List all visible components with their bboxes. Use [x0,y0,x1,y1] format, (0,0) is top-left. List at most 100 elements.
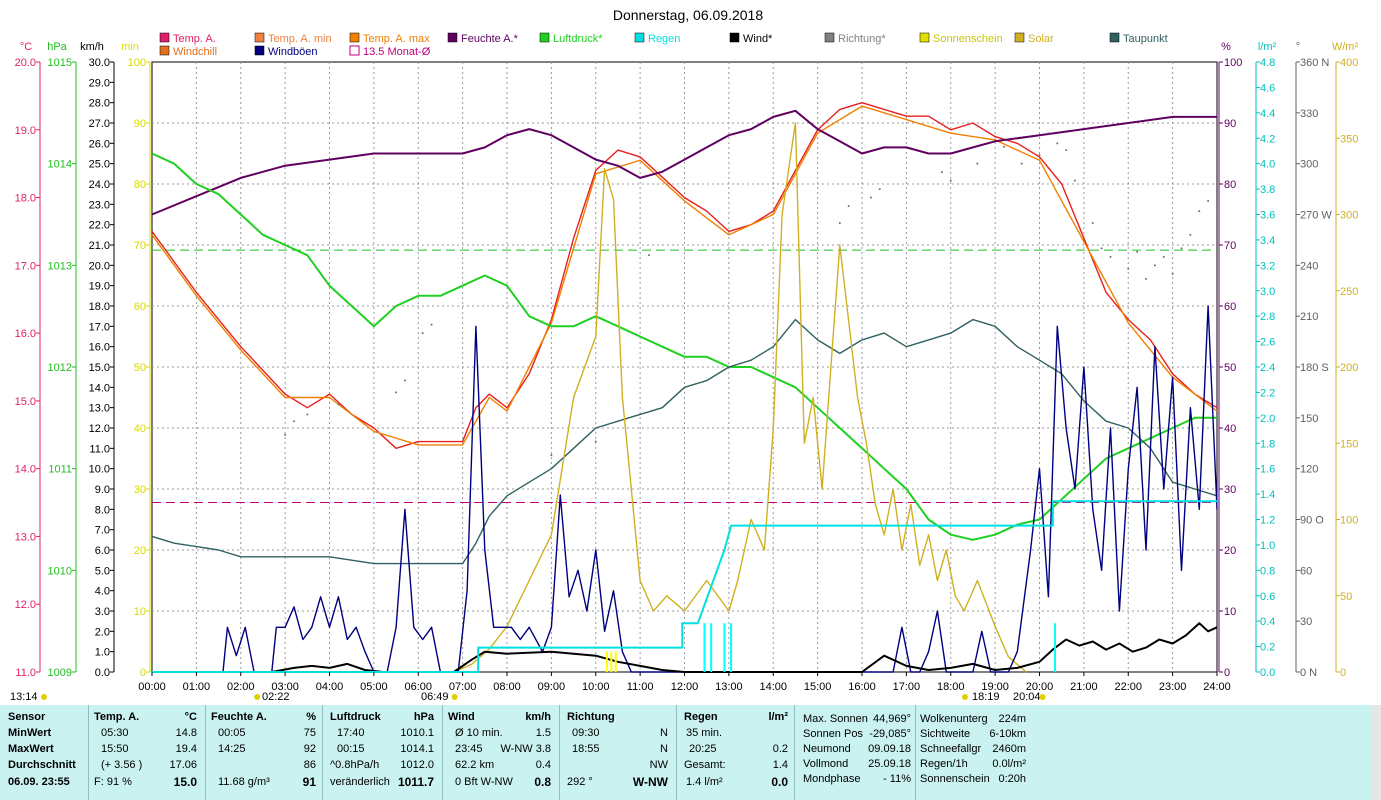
x-tick-label: 11:00 [627,681,654,693]
axis-tick-label-kmh: 29.0 [89,77,110,89]
axis-tick-label-kmh: 15.0 [89,362,110,374]
legend-label-temp-a-max: Temp. A. max [363,33,430,45]
stats-temp-avg-note: (+ 3.56 ) [101,759,143,771]
x-tick-label: 00:00 [138,681,166,693]
axis-tick-label-deg: 90 O [1300,515,1324,527]
axis-tick-label-kmh: 6.0 [95,545,110,557]
direction-dot [1171,272,1174,275]
axis-tick-label-rain: 3.6 [1260,210,1275,222]
stats-wind-r3a: 62.2 km [455,759,495,771]
axis-tick-label-rain: 4.6 [1260,82,1275,94]
axis-tick-label-pct: 70 [1224,240,1236,252]
stats-rain-r3a: Gesamt: [684,759,726,771]
axis-tick-label-wm2: 350 [1340,133,1358,145]
axis-tick-label-rain: 3.0 [1260,286,1275,298]
x-tick-label: 17:00 [893,681,921,693]
axis-tick-label-rain: 1.2 [1260,515,1275,527]
x-tick-label: 19:00 [981,681,1009,693]
axis-tick-label-pct: 60 [1224,301,1236,313]
direction-dot [847,205,850,208]
stats-temp-foot-label: F: 91 % [94,776,132,788]
axis-tick-label-pct: 80 [1224,179,1236,191]
axis-tick-label-rain: 2.8 [1260,311,1275,323]
legend-label-13-5-monat-: 13.5 Monat-Ø [363,46,431,58]
stats-wind-r1a: Ø 10 min. [455,727,503,739]
axis-tick-label-rain: 1.4 [1260,489,1275,501]
stats-direction-foot-value: W-NW [632,775,668,789]
statistics-panel: Sensor MinWert MaxWert Durchschnitt 06.0… [0,705,1371,800]
series-line-temp-a- [151,102,1218,449]
weather-chart: Donnerstag, 06.09.2018 Temp. A.Windchill… [10,7,1359,703]
axis-tick-label-rain: 2.2 [1260,387,1275,399]
direction-dot [594,440,597,443]
stats-temp-unit: °C [184,711,197,723]
axis-tick-label-hpa: 1014 [48,159,72,171]
direction-dot [838,221,841,224]
stats-sun-r1b: 44,969° [872,713,911,725]
stats-temp-min-time: 05:30 [101,727,129,739]
axis-tick-label-pct: 90 [1224,118,1236,130]
stats-pressure-max-time: 00:15 [337,743,365,755]
unit-rain: l/m² [1258,41,1277,53]
stats-sensor-header: Sensor [8,711,46,723]
axis-tick-label-temp: 13.0 [15,531,36,543]
time-marker-sunrise: 06:49 [421,691,449,703]
unit-hpa: hPa [47,41,67,53]
axis-tick-label-kmh: 25.0 [89,159,110,171]
stats-misc-r5a: Sonnenschein [920,773,990,785]
stats-row-min: MinWert [8,727,52,739]
axis-tick-label-deg: 120 [1300,464,1318,476]
axis-tick-label-kmh: 3.0 [95,606,110,618]
stats-direction-r1a: 09:30 [572,727,600,739]
x-tick-label: 05:00 [360,681,388,693]
stats-misc-r1a: Wolkenunterg [920,713,988,725]
axis-tick-label-kmh: 9.0 [95,484,110,496]
direction-dot [1136,250,1139,253]
series-line-regen [152,500,1217,673]
reference-lines [152,249,1217,504]
stats-temp-min: 14.8 [175,727,197,739]
direction-dot [940,171,943,174]
stats-sun-col: Max. Sonnen 44,969° Sonnen Pos -29,085° … [795,705,915,800]
axis-tick-label-wm2: 250 [1340,286,1358,298]
stats-pressure-unit: hPa [413,711,434,723]
axis-tick-label-kmh: 28.0 [89,98,110,110]
axis-tick-label-min: 60 [134,301,146,313]
x-axis: 00:00 01:00 02:00 03:00 04:00 05:00 06:00 07:00… [138,672,1231,693]
direction-dot [337,403,340,406]
legend-swatch-richtung- [824,32,835,43]
vertical-scrollbar[interactable] [1371,705,1381,800]
x-tick-label: 20:00 [1026,681,1054,693]
axis-tick-label-rain: 0.0 [1260,667,1275,679]
direction-dot [1127,267,1130,270]
stats-wind-foot-label: 0 Bft W-NW [455,776,513,788]
axis-tick-label-kmh: 2.0 [95,626,110,638]
direction-dot [1074,179,1076,182]
stats-sun-r3b: 09.09.18 [868,743,911,755]
axis-tick-label-deg: 150 [1300,413,1318,425]
x-tick-label: 16:00 [848,681,876,693]
legend-label-sonnenschein: Sonnenschein [933,33,1003,45]
axis-tick-label-deg: 270 W [1300,210,1332,222]
axis-tick-label-deg: 30 [1300,616,1312,628]
axis-tick-label-kmh: 4.0 [95,586,110,598]
axis-tick-label-min: 50 [134,362,146,374]
stats-direction-header: Richtung [567,711,615,723]
x-tick-label: 04:00 [316,681,344,693]
x-tick-label: 08:00 [493,681,521,693]
stats-direction-col: Richtung 09:30 N 18:55 N NW 292 ° W-NW [560,705,676,800]
stats-misc-col: Wolkenunterg 224m Sichtweite 6-10km Schn… [916,705,1036,800]
stats-temp-max-time: 15:50 [101,743,129,755]
sun-time-dot [254,694,261,700]
axis-tick-label-rain: 1.6 [1260,464,1275,476]
stats-humidity-min-time: 00:05 [218,727,246,739]
unit-wm2: W/m² [1332,41,1359,53]
x-tick-label: 14:00 [759,681,787,693]
axis-tick-label-deg: 210 [1300,311,1318,323]
axis-tick-label-deg: 60 [1300,565,1312,577]
axis-tick-label-kmh: 5.0 [95,565,110,577]
stats-pressure-min-time: 17:40 [337,727,365,739]
legend-label-temp-a-: Temp. A. [173,33,216,45]
